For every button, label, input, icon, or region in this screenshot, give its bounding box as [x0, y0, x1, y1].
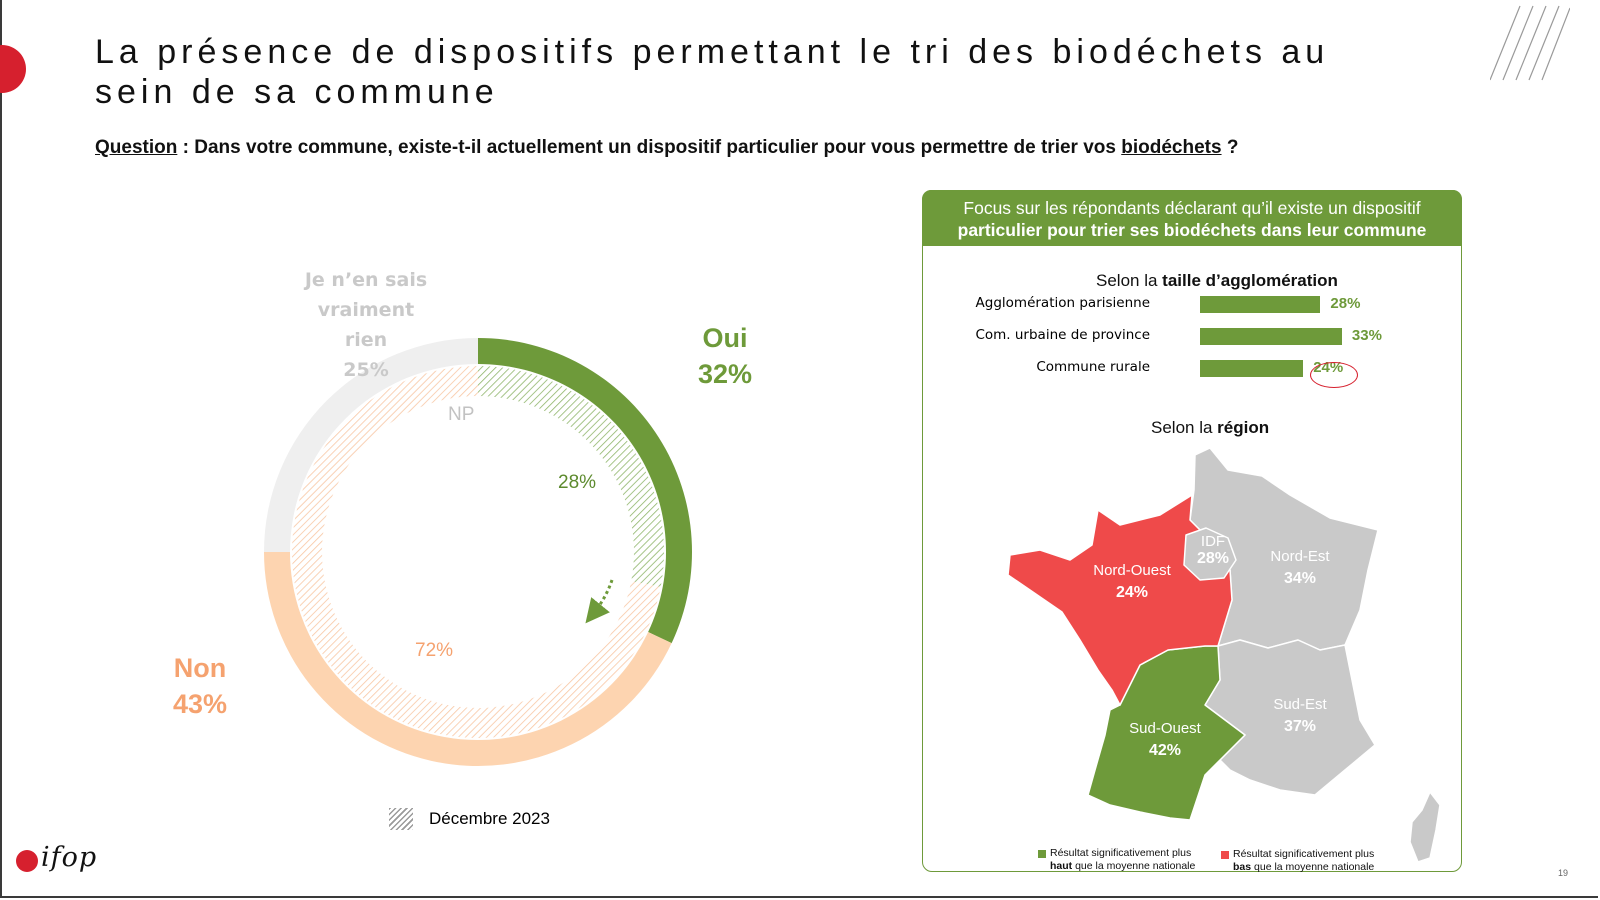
label-non-name: Non [173, 653, 227, 683]
outer-ring [264, 338, 692, 766]
question-label: Question [95, 137, 178, 158]
legend-lower-bold: bas [1233, 861, 1252, 873]
hatch-swatch [389, 808, 413, 830]
label-np-value: 25% [343, 359, 389, 381]
label-oui: Oui 32% [685, 320, 765, 392]
legend-lower-line1: Résultat significativement plus [1233, 848, 1375, 860]
map-label-idf: IDF 28% [1188, 533, 1238, 567]
region-idf [1183, 527, 1237, 581]
map-name-nord-est: Nord-Est [1270, 548, 1330, 565]
question-text: Question : Dans votre commune, existe-t-… [95, 137, 1238, 159]
label-np: Je n’en sais vraiment rien 25% [296, 265, 436, 385]
bar-row: Agglomération parisienne 28% [960, 293, 1400, 315]
inner-ring [292, 366, 665, 738]
bar [1200, 360, 1304, 377]
legend-higher-bold: haut [1050, 860, 1073, 872]
inner-label-np: NP [448, 404, 475, 425]
bar-row: Com. urbaine de province 33% [960, 325, 1400, 347]
agglo-subtitle-prefix: Selon la [1096, 271, 1163, 290]
question-end: ? [1221, 137, 1239, 158]
legend-higher: Résultat significativement plus haut que… [1038, 847, 1240, 873]
region-subtitle: Selon la région [1151, 418, 1269, 438]
region-corse [1409, 791, 1441, 863]
map-label-sud-ouest: Sud-Ouest 42% [1115, 718, 1215, 762]
map-name-idf: IDF [1200, 533, 1226, 550]
bar-value-label: 33% [1351, 327, 1382, 344]
panel-head-line2: particulier pour trier ses biodéchets da… [957, 220, 1427, 240]
inner-slice-oui [478, 366, 665, 587]
focus-panel-header: Focus sur les répondants déclarant qu’il… [922, 190, 1462, 246]
outer-slice-je-n-en-sais-vraiment-rien [264, 338, 478, 552]
map-value-sud-est: 37% [1283, 718, 1317, 735]
bar-category-label: Agglomération parisienne [975, 295, 1150, 311]
question-body: : Dans votre commune, existe-t-il actuel… [177, 137, 1122, 158]
inner-label-non: 72% [415, 640, 454, 661]
legend-date: Décembre 2023 [429, 809, 550, 828]
label-non-value: 43% [172, 689, 228, 719]
map-label-nord-ouest: Nord-Ouest 24% [1082, 560, 1182, 604]
map-value-sud-ouest: 42% [1148, 742, 1182, 759]
region-subtitle-prefix: Selon la [1151, 418, 1218, 437]
lower-result-circle [1310, 362, 1358, 388]
map-value-nord-est: 34% [1283, 570, 1317, 587]
bar-row: Commune rurale 24% [960, 357, 1400, 379]
region-subtitle-bold: région [1217, 418, 1270, 437]
page-number: 19 [1558, 868, 1569, 878]
bar-value-label: 28% [1330, 295, 1361, 312]
ifop-logo-dot [16, 850, 38, 872]
label-oui-value: 32% [697, 359, 753, 389]
donut-chart [264, 338, 692, 766]
donut-legend: Décembre 2023 [389, 808, 550, 830]
bar-category-label: Com. urbaine de province [975, 327, 1150, 343]
agglo-subtitle-bold: taille d’agglomération [1162, 271, 1338, 290]
map-value-idf: 28% [1196, 550, 1230, 567]
agglo-subtitle: Selon la taille d’agglomération [1096, 271, 1338, 291]
inner-label-oui: 28% [558, 472, 597, 493]
question-keyword: biodéchets [1121, 137, 1222, 158]
label-np-line2: vraiment rien [317, 299, 415, 351]
map-name-nord-ouest: Nord-Ouest [1093, 562, 1171, 579]
legend-higher-rest: que la moyenne nationale [1072, 860, 1196, 872]
map-label-nord-est: Nord-Est 34% [1250, 546, 1350, 590]
legend-green-swatch [1038, 850, 1046, 858]
legend-higher-line1: Résultat significativement plus [1050, 847, 1192, 859]
trend-arrow [585, 579, 614, 624]
outer-slice-non [264, 552, 672, 766]
label-oui-name: Oui [702, 323, 748, 353]
bar [1200, 296, 1321, 313]
map-value-nord-ouest: 24% [1115, 584, 1149, 601]
bar [1200, 328, 1342, 345]
diagonal-lines-decoration [1490, 5, 1570, 81]
label-non: Non 43% [160, 650, 240, 722]
map-name-sud-est: Sud-Est [1273, 696, 1327, 713]
region-nord-ouest [1007, 494, 1233, 706]
outer-slice-oui [478, 338, 692, 644]
ifop-logo: ifop [41, 842, 98, 873]
panel-head-line1: Focus sur les répondants déclarant qu’il… [963, 198, 1421, 218]
legend-lower: Résultat significativement plus bas que … [1221, 848, 1423, 874]
slide-title: La présence de dispositifs permettant le… [95, 33, 1330, 111]
bar-category-label: Commune rurale [1036, 359, 1150, 375]
legend-lower-rest: que la moyenne nationale [1251, 861, 1375, 873]
legend-red-swatch [1221, 851, 1229, 859]
label-np-line1: Je n’en sais [304, 269, 428, 291]
map-name-sud-ouest: Sud-Ouest [1129, 720, 1201, 737]
map-label-sud-est: Sud-Est 37% [1250, 694, 1350, 738]
